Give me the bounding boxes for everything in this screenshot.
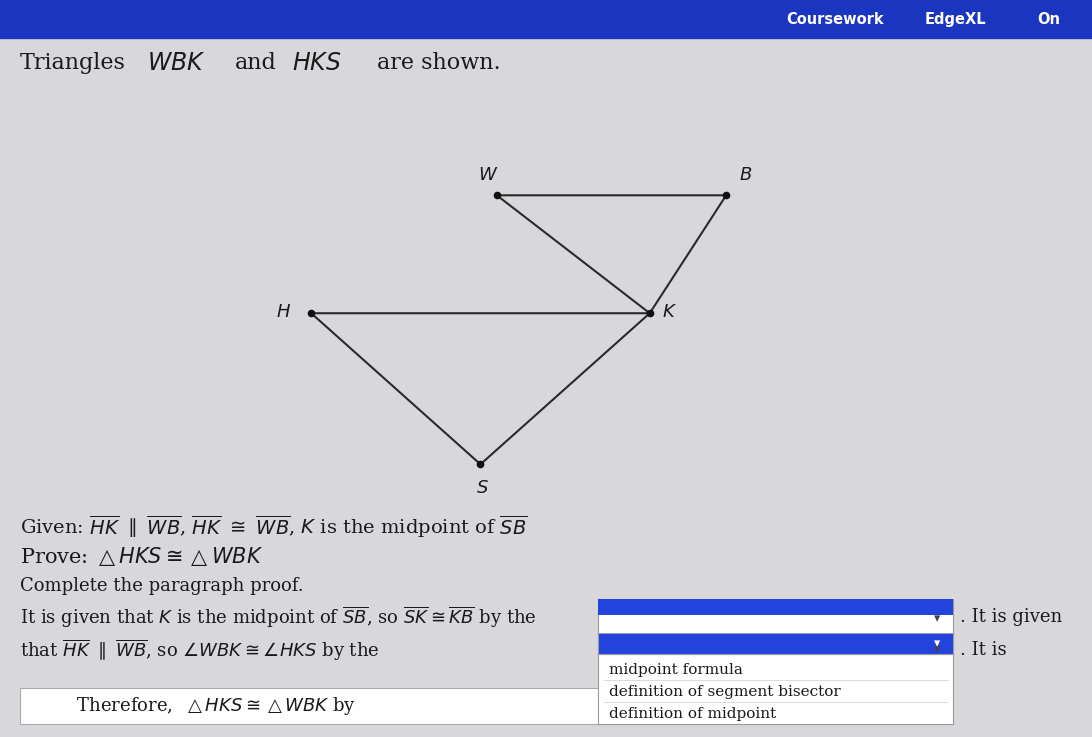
Text: Coursework: Coursework (786, 12, 885, 27)
Text: Prove: $\triangle HKS \cong \triangle WBK$: Prove: $\triangle HKS \cong \triangle WB… (20, 545, 263, 568)
Text: Therefore,  $\triangle HKS \cong \triangle WBK$ by: Therefore, $\triangle HKS \cong \triangl… (25, 695, 356, 717)
Text: definition of segment bisector: definition of segment bisector (609, 685, 841, 699)
Text: ▾: ▾ (934, 612, 940, 625)
Text: $\mathit{H}$: $\mathit{H}$ (276, 303, 292, 321)
FancyBboxPatch shape (20, 688, 604, 724)
Text: $\mathit{HKS}$: $\mathit{HKS}$ (292, 51, 341, 74)
Text: It is given that $K$ is the midpoint of $\overline{SB}$, so $\overline{SK} \cong: It is given that $K$ is the midpoint of … (20, 604, 536, 629)
Text: $\mathit{S}$: $\mathit{S}$ (476, 479, 489, 497)
Text: EdgeXL: EdgeXL (925, 12, 986, 27)
Text: are shown.: are shown. (377, 52, 500, 74)
Text: midpoint formula: midpoint formula (609, 663, 744, 677)
Text: that $\overline{HK}$ $\parallel$ $\overline{WB}$, so $\angle WBK \cong \angle HK: that $\overline{HK}$ $\parallel$ $\overl… (20, 638, 379, 663)
Text: definition of midpoint: definition of midpoint (609, 708, 776, 721)
Text: $\mathit{WBK}$: $\mathit{WBK}$ (147, 51, 206, 74)
Text: . It is: . It is (960, 641, 1007, 659)
FancyBboxPatch shape (598, 599, 953, 638)
Text: $\mathit{K}$: $\mathit{K}$ (662, 303, 677, 321)
FancyBboxPatch shape (598, 633, 953, 654)
Text: and: and (235, 52, 276, 74)
Text: On: On (1036, 12, 1060, 27)
Text: ▾: ▾ (934, 637, 940, 650)
Text: $\mathit{W}$: $\mathit{W}$ (478, 166, 498, 184)
Text: Given: $\overline{HK}$ $\parallel$ $\overline{WB}$, $\overline{HK}$ $\cong$ $\ov: Given: $\overline{HK}$ $\parallel$ $\ove… (20, 514, 527, 540)
Text: $\mathit{B}$: $\mathit{B}$ (739, 166, 752, 184)
Text: . It is given: . It is given (960, 608, 1063, 626)
FancyBboxPatch shape (598, 599, 953, 615)
Text: Complete the paragraph proof.: Complete the paragraph proof. (20, 577, 304, 595)
Bar (0, 0, 1092, 38)
Text: ▾: ▾ (934, 643, 940, 657)
FancyBboxPatch shape (598, 654, 953, 724)
Text: Triangles: Triangles (20, 52, 126, 74)
